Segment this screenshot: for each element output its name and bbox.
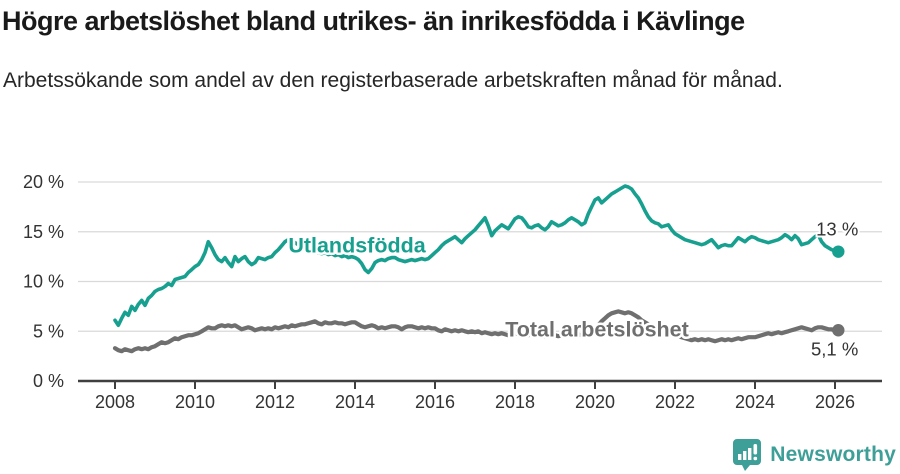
x-tick-label: 2012 <box>255 392 295 412</box>
y-tick-label: 10 % <box>23 272 64 292</box>
newsworthy-bar-chart-icon <box>733 439 762 471</box>
series-line-1 <box>112 309 841 354</box>
unemployment-line-chart: 0 % 5 % 10 % 15 % 20 % 2008 2010 2012 2014 2016 20… <box>23 172 882 412</box>
x-tick-label: 2020 <box>575 392 615 412</box>
x-tick-label: 2026 <box>815 392 855 412</box>
y-tick-label: 5 % <box>33 321 64 341</box>
series-end-dot-0 <box>832 245 845 258</box>
newsworthy-logo: Newsworthy <box>732 438 896 471</box>
series-end-value-1: 5,1 % <box>811 338 858 359</box>
x-tick-label: 2024 <box>735 392 775 412</box>
brand-name: Newsworthy <box>770 442 896 466</box>
y-tick-label: 15 % <box>23 222 64 242</box>
series-line-0 <box>113 184 841 328</box>
y-tick-label: 0 % <box>33 371 64 391</box>
series-end-dot-1 <box>832 324 845 337</box>
x-tick-label: 2014 <box>335 392 375 412</box>
y-tick-label: 20 % <box>23 172 64 192</box>
x-tick-label: 2008 <box>95 392 135 412</box>
x-tick-label: 2022 <box>655 392 695 412</box>
series-label-0: Utlandsfödda <box>288 234 426 258</box>
page-subtitle: Arbetssökande som andel av den registerb… <box>3 69 783 92</box>
series-label-1: Total arbetslöshet <box>505 317 689 341</box>
series-end-value-0: 13 % <box>816 219 858 240</box>
x-tick-label: 2010 <box>175 392 215 412</box>
x-tick-label: 2016 <box>415 392 455 412</box>
x-tick-label: 2018 <box>495 392 535 412</box>
page-title: Högre arbetslöshet bland utrikes- än inr… <box>2 6 745 36</box>
